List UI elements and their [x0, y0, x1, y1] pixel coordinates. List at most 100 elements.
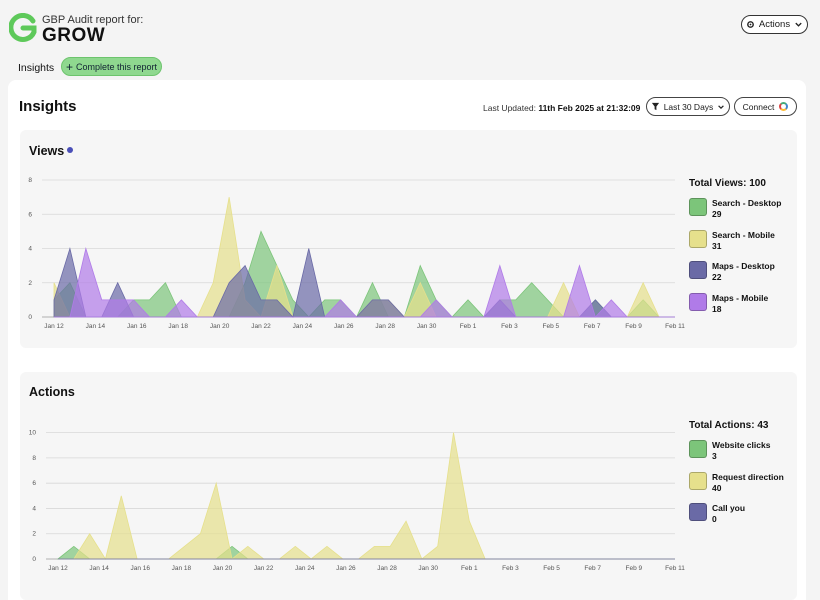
legend-item[interactable]: Maps - Desktop 22: [689, 261, 775, 293]
legend-name: Call you: [712, 503, 746, 513]
actions-total: Total Actions: 43: [689, 420, 769, 431]
x-tick-label: Feb 5: [542, 323, 559, 330]
legend-item[interactable]: Website clicks 3: [689, 440, 771, 472]
x-tick-label: Jan 26: [334, 323, 354, 330]
legend-item[interactable]: Search - Mobile 31: [689, 229, 775, 262]
x-tick-label: Jan 14: [89, 565, 109, 572]
legend-swatch: [689, 440, 707, 458]
legend-swatch: [689, 471, 707, 490]
legend-name: Maps - Mobile: [712, 292, 769, 303]
tab-bar: Insights + Complete this report: [0, 56, 820, 80]
x-tick-label: Feb 1: [461, 565, 478, 572]
x-tick-label: Feb 11: [665, 323, 685, 330]
brand-name: GROW: [42, 25, 106, 46]
legend-item[interactable]: Search - Desktop 29: [689, 198, 781, 230]
x-tick-label: Feb 5: [543, 565, 560, 572]
x-tick-label: Jan 12: [44, 323, 64, 330]
legend-value: 40: [712, 482, 722, 493]
legend-item[interactable]: Maps - Mobile 18: [689, 292, 769, 325]
legend-name: Search - Mobile: [712, 229, 775, 240]
x-tick-label: Feb 3: [501, 323, 518, 330]
series-area: [54, 246, 675, 318]
last-updated: Last Updated: 11th Feb 2025 at 21:32:09: [483, 103, 640, 113]
views-title: Views: [29, 144, 74, 158]
actions-dropdown-button[interactable]: Actions: [741, 15, 808, 34]
info-icon[interactable]: [67, 147, 74, 153]
legend-name: Search - Desktop: [712, 198, 782, 208]
connect-button[interactable]: Connect: [734, 97, 797, 116]
actions-label: Actions: [758, 19, 791, 30]
x-tick-label: Jan 16: [131, 565, 151, 572]
legend-name: Request direction: [712, 471, 784, 482]
complete-report-button[interactable]: + Complete this report: [61, 57, 162, 76]
grow-logo-icon: [9, 13, 37, 42]
x-tick-label: Jan 20: [210, 323, 230, 330]
legend-name: Maps - Desktop: [712, 261, 775, 271]
y-tick-label: 8: [32, 455, 36, 462]
google-icon: [779, 102, 789, 111]
legend-value: 29: [712, 209, 722, 219]
views-card: Views Total Views: 100 Search - Desktop 2…: [20, 130, 797, 348]
x-tick-label: Jan 26: [336, 565, 356, 572]
x-tick-label: Jan 24: [293, 323, 313, 330]
date-range-label: Last 30 Days: [663, 101, 714, 112]
legend-swatch: [689, 292, 707, 311]
x-tick-label: Feb 9: [626, 565, 643, 572]
last-updated-value: 11th Feb 2025 at 21:32:09: [538, 103, 641, 113]
legend-item[interactable]: Call you 0: [689, 503, 768, 535]
chevron-down-icon: [718, 104, 725, 109]
x-tick-label: Feb 11: [665, 565, 685, 572]
actions-card: Actions Total Actions: 43 Website clicks…: [20, 372, 797, 600]
report-for-label: GBP Audit report for:: [42, 14, 144, 26]
last-updated-label: Last Updated:: [483, 103, 536, 113]
tab-insights[interactable]: Insights: [18, 62, 55, 74]
y-tick-label: 0: [28, 314, 32, 321]
chevron-down-icon: [795, 22, 802, 27]
series-area: [58, 432, 675, 561]
legend-item[interactable]: Request direction 40: [689, 471, 784, 504]
legend-swatch: [689, 503, 707, 521]
y-tick-label: 6: [28, 211, 32, 218]
filter-icon: [651, 102, 659, 111]
y-tick-label: 10: [29, 430, 37, 437]
x-tick-label: Jan 14: [86, 323, 106, 330]
y-tick-label: 6: [32, 480, 36, 487]
views-chart: 0 2 4 6 8 Jan 12 Jan 14 Jan 16 Jan 18 Jan 20 Jan 2…: [28, 177, 685, 330]
x-tick-label: Jan 24: [295, 565, 315, 572]
legend-swatch: [689, 198, 707, 216]
x-tick-label: Jan 22: [254, 565, 274, 572]
x-tick-label: Jan 16: [127, 323, 147, 330]
x-tick-label: Feb 3: [502, 565, 519, 572]
legend-value: 18: [712, 303, 722, 314]
connect-label: Connect: [742, 101, 775, 112]
gear-icon: [747, 21, 754, 28]
y-tick-label: 8: [28, 177, 32, 184]
legend-name: Website clicks: [712, 440, 771, 450]
x-tick-label: Jan 28: [375, 323, 395, 330]
x-tick-label: Jan 18: [168, 323, 188, 330]
y-tick-label: 4: [28, 246, 32, 253]
actions-title: Actions: [29, 385, 75, 399]
plus-icon: +: [65, 59, 73, 74]
x-tick-label: Feb 7: [584, 565, 601, 572]
x-tick-label: Jan 30: [417, 323, 437, 330]
actions-legend: Total Actions: 43 Website clicks 3 Request…: [689, 420, 784, 535]
views-legend: Total Views: 100 Search - Desktop 29 Searc…: [689, 178, 781, 325]
x-tick-label: Feb 1: [460, 323, 477, 330]
legend-value: 0: [712, 514, 717, 524]
views-total: Total Views: 100: [689, 178, 766, 189]
y-tick-label: 2: [32, 531, 36, 538]
date-range-button[interactable]: Last 30 Days: [646, 97, 730, 116]
actions-chart: 0 2 4 6 8 10 Jan 12 Jan 14 Jan 16 Jan 18 Jan 20 Jan…: [29, 430, 685, 572]
legend-value: 3: [712, 451, 717, 461]
y-tick-label: 0: [32, 556, 36, 563]
x-tick-label: Jan 28: [377, 565, 397, 572]
x-tick-label: Jan 20: [213, 565, 233, 572]
top-bar: GBP Audit report for: GROW Actions: [0, 0, 820, 54]
complete-report-label: Complete this report: [75, 61, 158, 72]
x-tick-label: Jan 18: [172, 565, 192, 572]
legend-value: 31: [712, 240, 722, 251]
page-title: Insights: [19, 98, 77, 115]
legend-value: 22: [712, 272, 722, 282]
legend-swatch: [689, 229, 707, 248]
